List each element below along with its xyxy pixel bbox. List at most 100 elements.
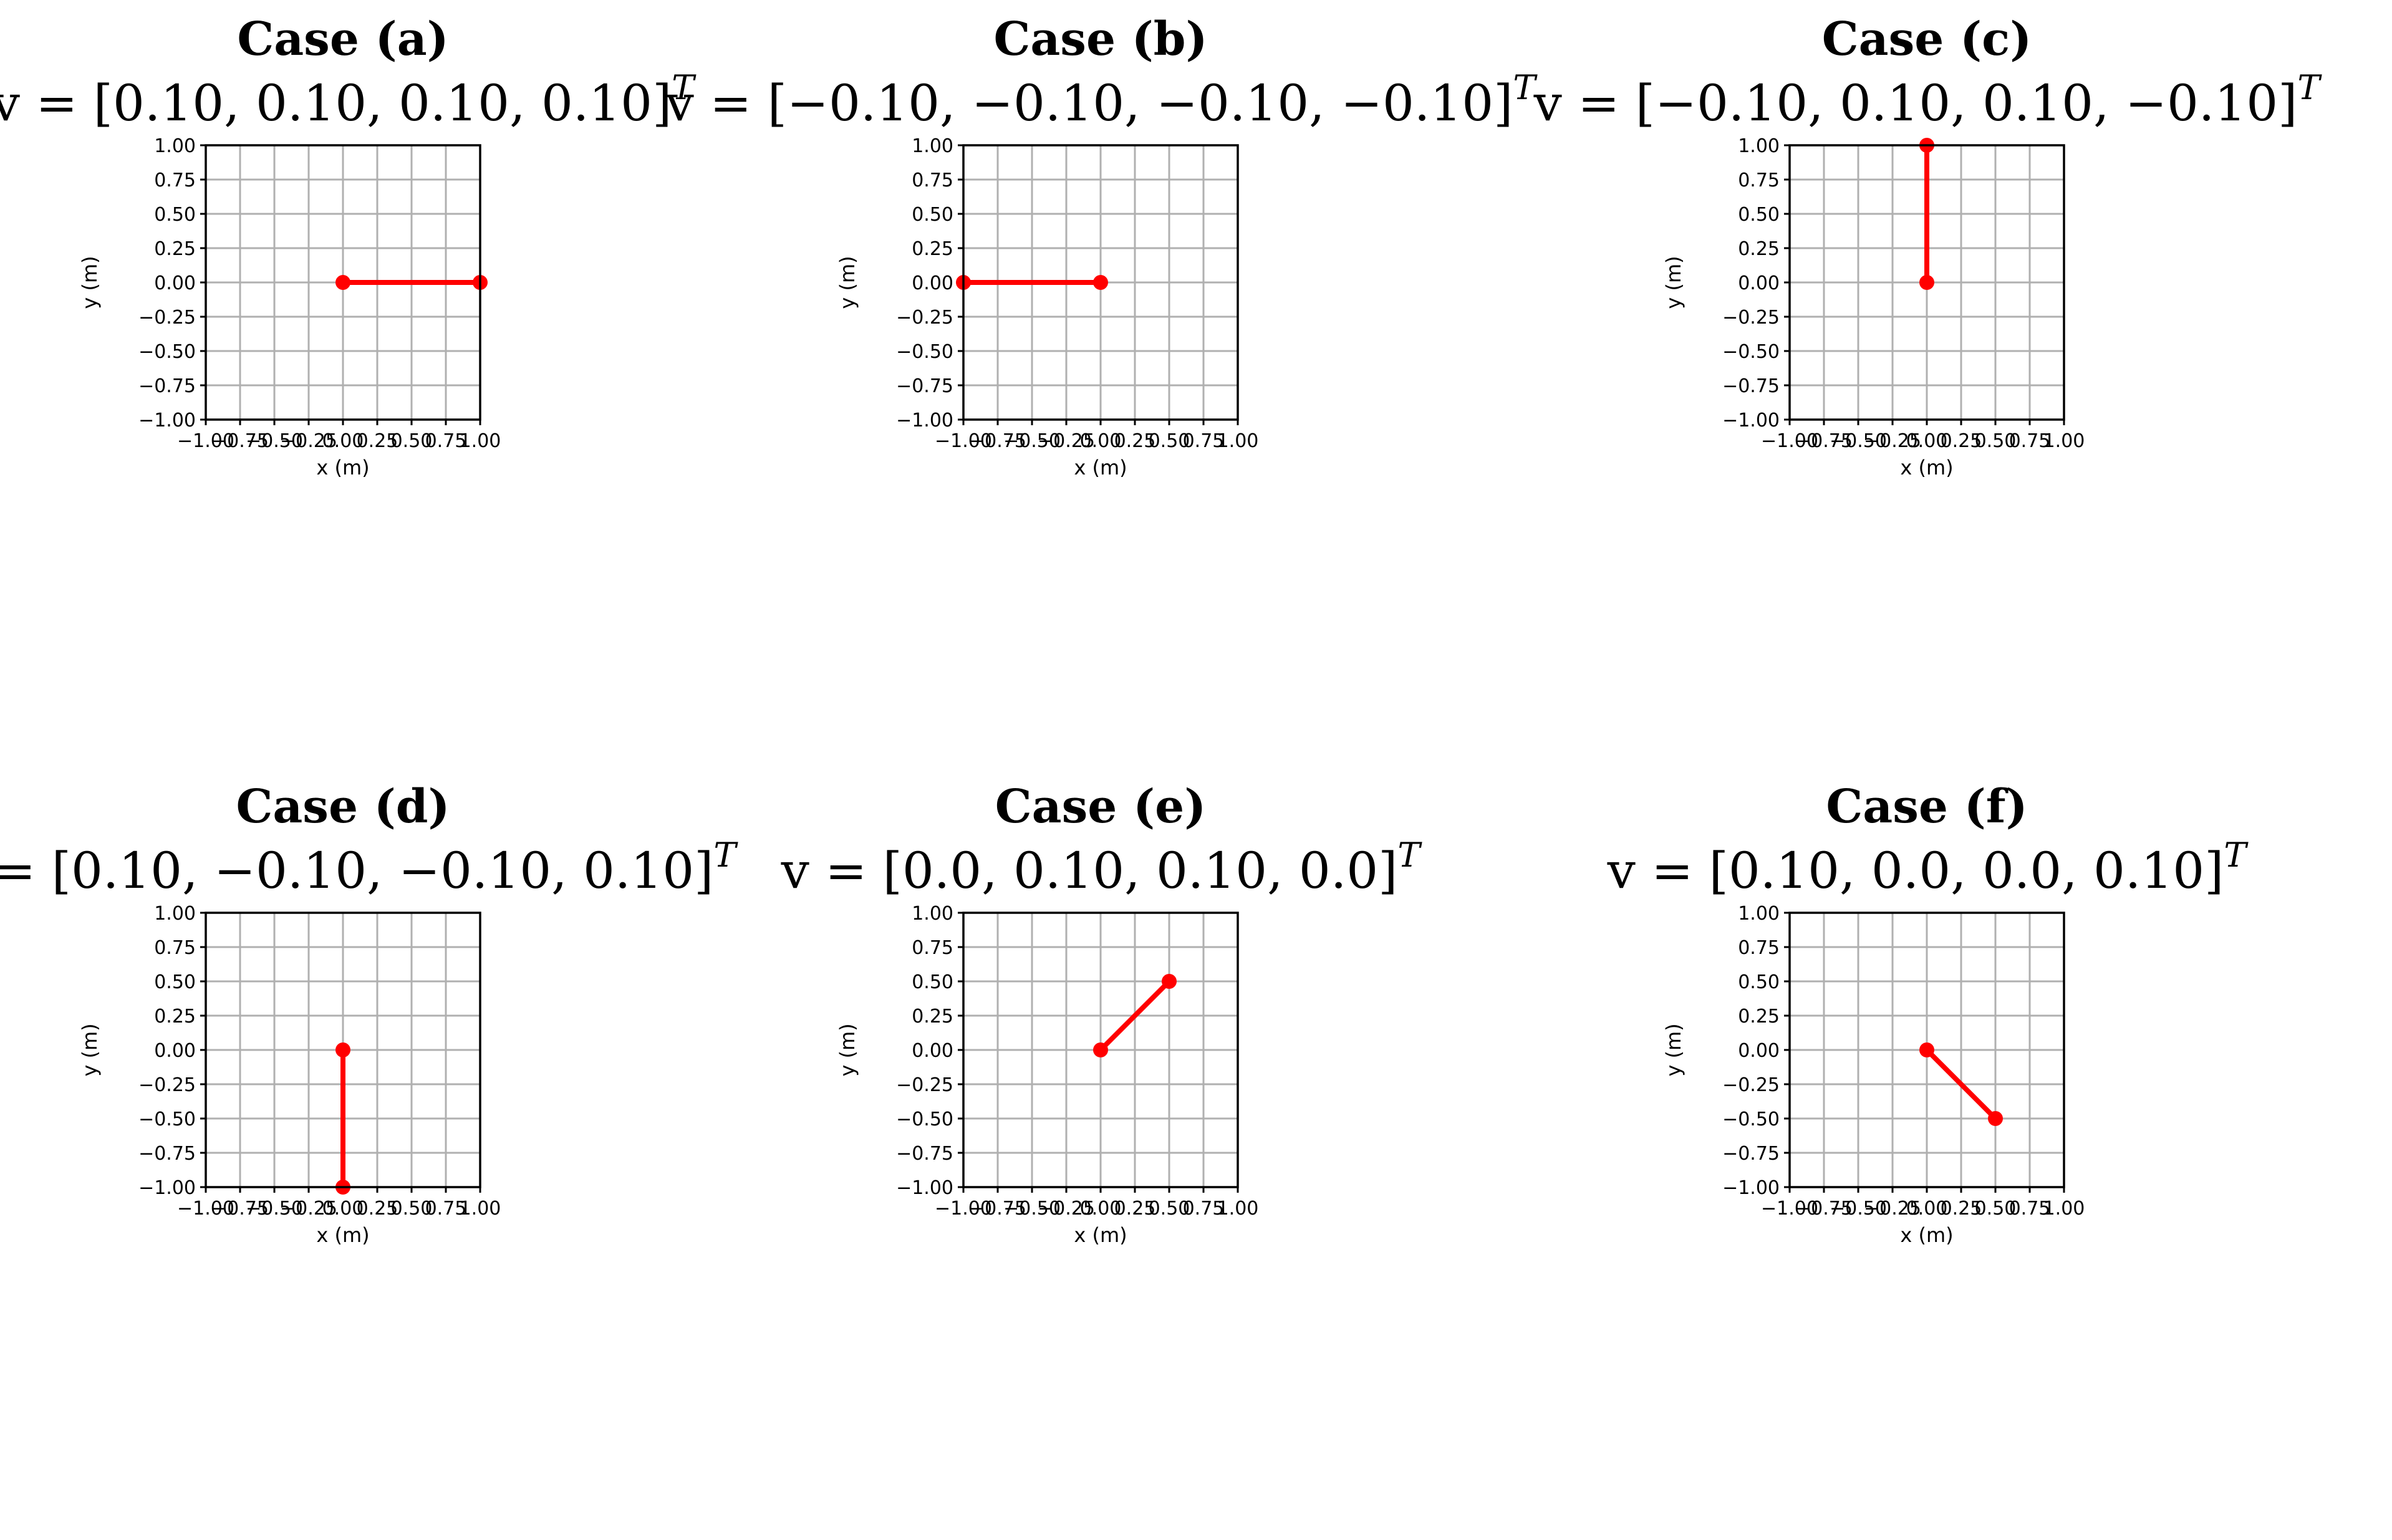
data-point <box>1919 1042 1934 1057</box>
y-tick-label: 0.75 <box>1738 937 1780 959</box>
x-tick-label: 0.50 <box>391 1198 433 1220</box>
y-tick-label: −0.75 <box>896 1143 953 1165</box>
x-tick-label: 0.75 <box>425 1198 467 1220</box>
y-tick-label: 0.75 <box>154 937 196 959</box>
x-tick-label: 1.00 <box>460 1198 501 1220</box>
y-tick-label: 1.00 <box>154 903 196 925</box>
y-tick-label: −1.00 <box>1722 1177 1780 1199</box>
x-tick-label: 0.75 <box>2009 1198 2051 1220</box>
formula-superscript: T <box>672 68 697 107</box>
x-tick-label: 0.75 <box>1183 430 1225 452</box>
x-tick-label: −0.75 <box>1795 430 1853 452</box>
subplot-formula: v = [0.10, −0.10, −0.10, 0.10]T <box>0 835 738 900</box>
x-tick-label: −0.75 <box>211 1198 269 1220</box>
axes-frame <box>205 912 481 1188</box>
subplot-formula: v = [−0.10, 0.10, 0.10, −0.10]T <box>1533 68 2323 132</box>
subplot-5: Case (f)v = [0.10, 0.0, 0.0, 0.10]T−1.00… <box>1607 780 2249 1247</box>
y-tick-label: 0.25 <box>154 1006 196 1027</box>
axes-frame <box>1788 912 2065 1188</box>
x-tick-label: 0.75 <box>1183 1198 1225 1220</box>
x-tick-label: −0.25 <box>280 1198 337 1220</box>
subplot-3: Case (d)v = [0.10, −0.10, −0.10, 0.10]T−… <box>0 780 738 1247</box>
y-tick-label: −0.75 <box>1722 375 1780 397</box>
x-tick-label: 0.25 <box>357 430 398 452</box>
x-tick-label: −0.25 <box>280 430 337 452</box>
y-tick-label: 0.00 <box>1738 1040 1780 1062</box>
x-tick-label: −0.25 <box>1864 430 1921 452</box>
subplot-title: Case (f) <box>1826 780 2027 834</box>
y-tick-label: −1.00 <box>896 410 953 431</box>
subplot-title: Case (e) <box>995 780 1206 834</box>
formula-superscript: T <box>2224 835 2249 875</box>
subplot-title: Case (c) <box>1822 12 2032 66</box>
y-tick-label: 0.75 <box>912 170 953 191</box>
y-tick-label: 0.00 <box>154 272 196 294</box>
subplot-2: Case (c)v = [−0.10, 0.10, 0.10, −0.10]T−… <box>1533 12 2323 479</box>
x-axis-label: x (m) <box>1074 456 1127 479</box>
y-tick-label: −0.50 <box>896 341 953 363</box>
x-tick-label: 0.50 <box>391 430 433 452</box>
y-tick-label: 0.25 <box>1738 1006 1780 1027</box>
y-tick-label: −0.75 <box>1722 1143 1780 1165</box>
y-tick-label: 0.00 <box>912 1040 953 1062</box>
x-tick-label: 1.00 <box>1217 1198 1259 1220</box>
y-tick-label: −1.00 <box>1722 410 1780 431</box>
x-tick-label: −1.00 <box>177 430 234 452</box>
data-point <box>335 275 350 290</box>
y-tick-label: 0.50 <box>154 204 196 226</box>
formula-text: v = [0.10, 0.10, 0.10, 0.10] <box>0 74 672 132</box>
x-tick-label: −0.50 <box>1830 430 1887 452</box>
subplot-title: Case (d) <box>236 780 450 834</box>
y-tick-label: 1.00 <box>912 135 953 157</box>
y-tick-label: −0.50 <box>1722 1109 1780 1130</box>
x-tick-label: 0.50 <box>1975 430 2017 452</box>
x-tick-label: −1.00 <box>935 430 992 452</box>
series-line <box>1098 979 1172 1052</box>
x-tick-label: 0.25 <box>1941 1198 1982 1220</box>
x-tick-label: −0.25 <box>1038 430 1095 452</box>
y-tick-label: −1.00 <box>138 410 196 431</box>
axes-frame <box>962 912 1239 1188</box>
x-tick-label: 0.75 <box>425 430 467 452</box>
x-tick-label: −1.00 <box>177 1198 234 1220</box>
subplot-formula: v = [−0.10, −0.10, −0.10, −0.10]T <box>665 68 1538 132</box>
x-tick-label: −0.50 <box>246 430 303 452</box>
y-axis-label: y (m) <box>1662 1023 1685 1076</box>
y-tick-label: 1.00 <box>912 903 953 925</box>
x-tick-label: 1.00 <box>460 430 501 452</box>
y-tick-label: 0.50 <box>1738 204 1780 226</box>
x-tick-label: 0.50 <box>1975 1198 2017 1220</box>
x-tick-label: −0.75 <box>969 430 1026 452</box>
formula-text: v = [−0.10, 0.10, 0.10, −0.10] <box>1533 74 2298 132</box>
subplot-4: Case (e)v = [0.0, 0.10, 0.10, 0.0]T−1.00… <box>781 780 1423 1247</box>
y-tick-label: −0.25 <box>1722 307 1780 329</box>
data-point <box>1988 1111 2003 1126</box>
formula-superscript: T <box>1513 68 1538 107</box>
x-tick-label: −0.75 <box>1795 1198 1853 1220</box>
y-tick-label: 0.75 <box>1738 170 1780 191</box>
x-tick-label: −0.50 <box>1003 1198 1061 1220</box>
x-tick-label: 0.00 <box>322 430 364 452</box>
x-tick-label: 0.25 <box>357 1198 398 1220</box>
y-tick-label: −0.50 <box>138 1109 196 1130</box>
y-tick-label: −0.25 <box>1722 1074 1780 1096</box>
formula-superscript: T <box>2297 68 2322 107</box>
data-point <box>1093 275 1108 290</box>
x-axis-label: x (m) <box>316 1223 369 1247</box>
x-tick-label: −0.75 <box>969 1198 1026 1220</box>
y-tick-label: −0.50 <box>138 341 196 363</box>
formula-superscript: T <box>713 835 738 875</box>
x-tick-label: 0.25 <box>1114 1198 1156 1220</box>
x-tick-label: −0.50 <box>1003 430 1061 452</box>
x-tick-label: 1.00 <box>2043 1198 2085 1220</box>
y-tick-label: −0.25 <box>138 307 196 329</box>
x-tick-label: 0.00 <box>322 1198 364 1220</box>
x-tick-label: 0.25 <box>1941 430 1982 452</box>
y-tick-label: −0.75 <box>896 375 953 397</box>
formula-text: v = [0.10, −0.10, −0.10, 0.10] <box>0 842 713 900</box>
subplot-0: Case (a)v = [0.10, 0.10, 0.10, 0.10]T−1.… <box>0 12 697 479</box>
y-tick-label: 1.00 <box>154 135 196 157</box>
axes-frame <box>1788 144 2065 421</box>
x-tick-label: −1.00 <box>1761 1198 1818 1220</box>
